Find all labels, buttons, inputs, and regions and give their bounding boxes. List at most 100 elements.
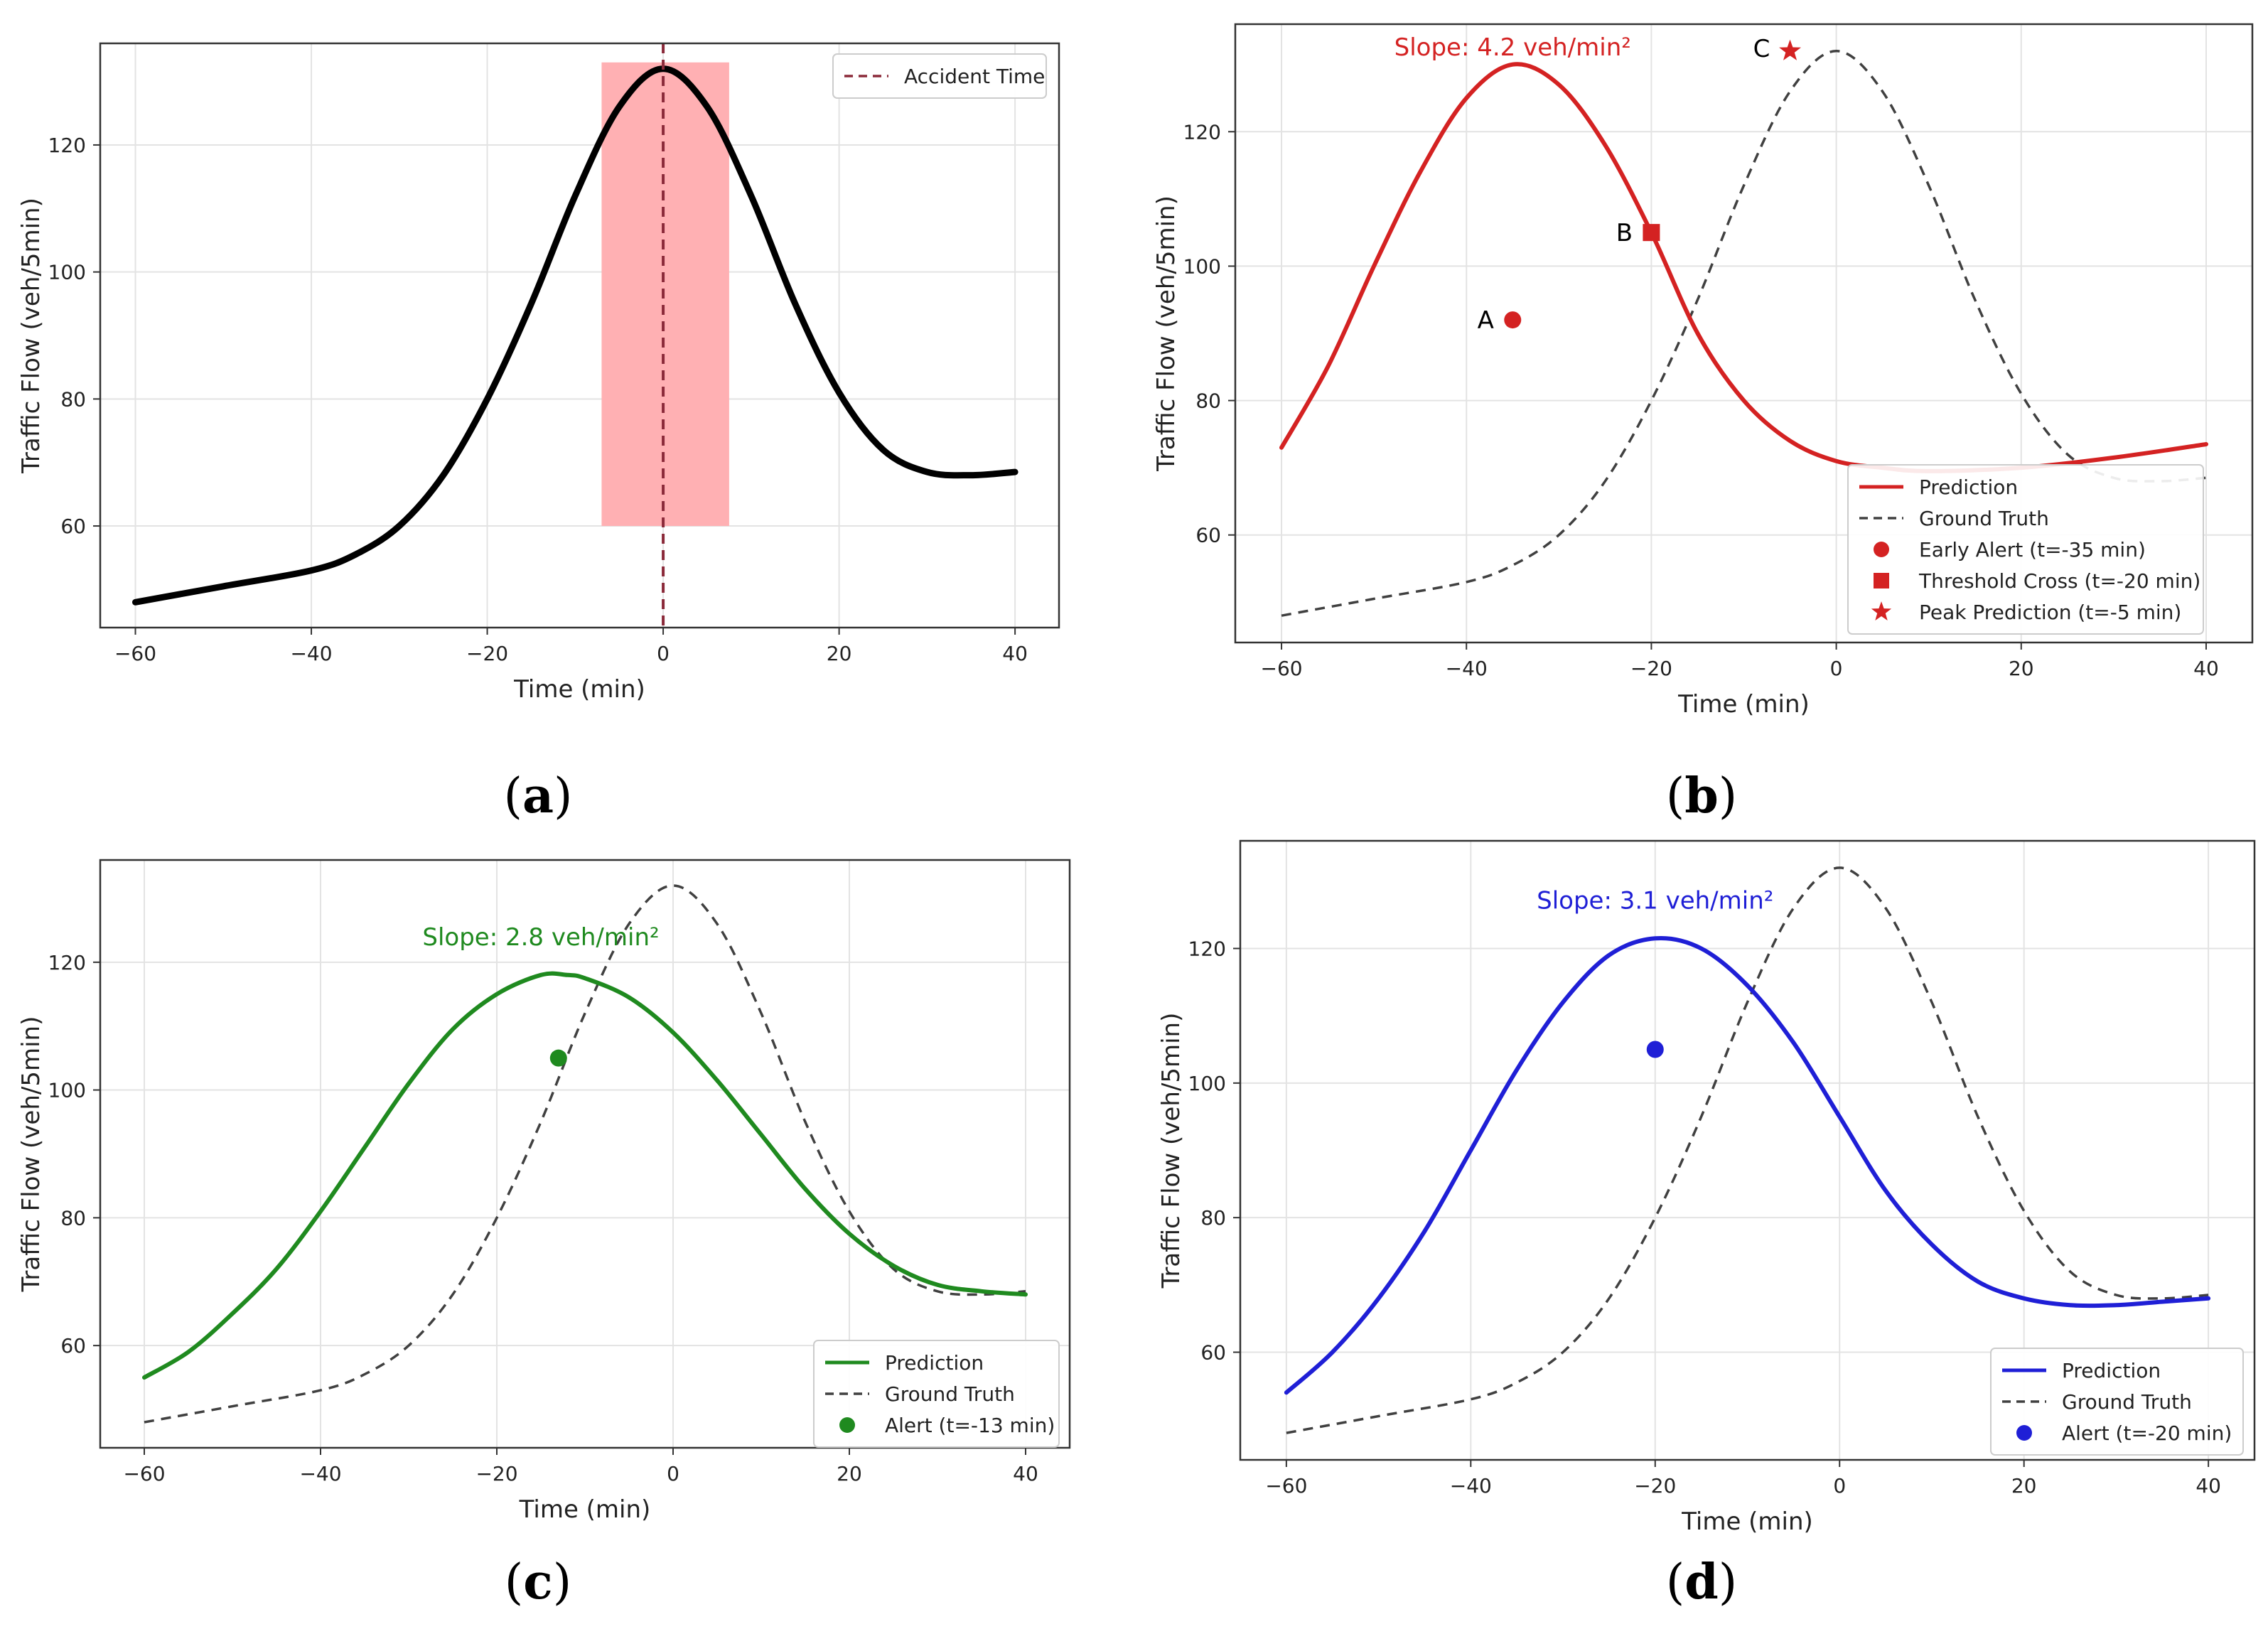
series-line-prediction [142,971,1028,1380]
legend-label: Prediction [1919,475,2018,499]
x-axis-label: Time (min) [513,675,645,704]
y-tick-label: 120 [1188,937,1226,960]
x-tick-label: −60 [1265,1474,1307,1498]
legend-label: Ground Truth [885,1382,1015,1406]
legend: Accident Time [832,53,1047,99]
x-axis-label: Time (min) [1677,690,1810,719]
y-tick-label: 100 [1188,1072,1226,1095]
y-tick-label: 100 [1183,254,1221,278]
x-tick-label: 20 [2009,657,2034,680]
x-tick-label: −60 [114,642,156,665]
y-tick-label: 60 [60,1334,86,1358]
y-axis-label: Traffic Flow (veh/5min) [17,1016,45,1293]
x-tick-label: 20 [827,642,852,665]
legend-marker [2016,1425,2032,1441]
x-tick-label: −20 [1634,1474,1676,1498]
x-axis-label: Time (min) [519,1495,651,1524]
x-tick-label: −60 [1260,657,1302,680]
marker-circle [1504,311,1522,329]
marker-label: A [1478,306,1494,335]
legend-marker [1874,573,1889,588]
plot-area [1284,866,2211,1434]
x-tick-label: 0 [657,642,670,665]
y-tick-label: 120 [1183,120,1221,144]
legend-box [1847,464,2204,635]
axes-frame [1239,839,2256,1461]
marker-label: C [1753,35,1770,63]
y-axis-label: Traffic Flow (veh/5min) [1157,1013,1186,1289]
y-axis-label: Traffic Flow (veh/5min) [17,198,45,474]
x-tick-label: 40 [2193,657,2219,680]
marker-circle [549,1049,567,1067]
x-tick-label: −40 [299,1462,341,1485]
legend-label: Alert (t=-13 min) [885,1414,1055,1437]
legend-marker [839,1417,855,1433]
x-tick-label: 40 [1013,1462,1038,1485]
plot-area [142,884,1028,1424]
panel-label-b: (b) [1665,768,1738,824]
shaded-region [601,62,729,527]
legend-label: Early Alert (t=-35 min) [1919,538,2146,561]
legend-label: Prediction [2062,1359,2161,1382]
legend: Prediction Ground Truth Alert (t=-20 min) [1990,1348,2244,1456]
legend-label: Accident Time [904,65,1045,88]
x-tick-label: 0 [1830,657,1843,680]
x-tick-label: 40 [2196,1474,2221,1498]
x-tick-label: 0 [667,1462,679,1485]
axes-frame [99,859,1071,1449]
x-tick-label: −40 [290,642,332,665]
y-tick-label: 80 [60,1206,86,1230]
series-line-prediction [1279,62,2208,473]
x-tick-label: −20 [1630,657,1672,680]
y-tick-label: 80 [1195,389,1221,413]
legend: Prediction Ground Truth Early Alert (t=-35… [1847,464,2204,635]
x-tick-label: −20 [466,642,508,665]
x-tick-label: 0 [1833,1474,1846,1498]
legend-box [832,53,1047,99]
y-tick-label: 100 [48,1079,86,1102]
y-tick-label: 80 [60,387,86,411]
chart-a: −60 −40 −20 0 20 40 60 80 100 120 Time (min) Traffi… [17,42,1060,704]
y-tick-label: 60 [60,515,86,538]
chart-b: A B C −60 −40 −20 0 20 40 60 80 100 120 Time (min) Tra… [1152,23,2254,719]
axes-frame [1234,23,2254,644]
x-tick-label: −40 [1450,1474,1492,1498]
x-tick-label: 20 [2011,1474,2037,1498]
slope-annotation: Slope: 4.2 veh/min² [1394,33,1631,62]
legend-label: Peak Prediction (t=-5 min) [1919,601,2181,624]
slope-annotation: Slope: 2.8 veh/min² [422,923,659,952]
series-line-ground-truth [144,884,1026,1424]
legend-label: Prediction [885,1351,984,1375]
marker-star [1779,39,1801,60]
y-tick-label: 80 [1200,1206,1226,1230]
legend-label: Threshold Cross (t=-20 min) [1918,569,2200,593]
chart-d: −60 −40 −20 0 20 40 60 80 100 120 Time (min) Traffi… [1157,839,2256,1536]
y-tick-label: 120 [48,134,86,157]
plot-area [132,62,1019,606]
marker-circle [1646,1041,1664,1058]
legend-marker [1871,601,1892,620]
panel-label-c: (c) [504,1554,572,1611]
legend-label: Ground Truth [2062,1390,2192,1414]
x-tick-label: −60 [123,1462,165,1485]
y-tick-label: 120 [48,951,86,974]
slope-annotation: Slope: 3.1 veh/min² [1537,886,1773,915]
marker-square [1643,224,1660,242]
legend: Prediction Ground Truth Alert (t=-13 min) [813,1340,1060,1448]
marker-label: B [1616,219,1633,247]
x-tick-label: 20 [837,1462,862,1485]
x-tick-label: −40 [1446,657,1488,680]
series-line-prediction [1284,936,2211,1395]
legend-marker [1874,542,1889,557]
x-axis-label: Time (min) [1681,1507,1813,1536]
legend-label: Alert (t=-20 min) [2062,1421,2232,1445]
axes-frame [99,42,1060,629]
series-line-flow [132,65,1019,606]
x-tick-label: −20 [475,1462,517,1485]
y-axis-label: Traffic Flow (veh/5min) [1152,195,1181,472]
legend-box [1990,1348,2244,1456]
y-tick-label: 100 [48,261,86,284]
panel-label-d: (d) [1665,1554,1738,1611]
legend-label: Ground Truth [1919,507,2049,530]
